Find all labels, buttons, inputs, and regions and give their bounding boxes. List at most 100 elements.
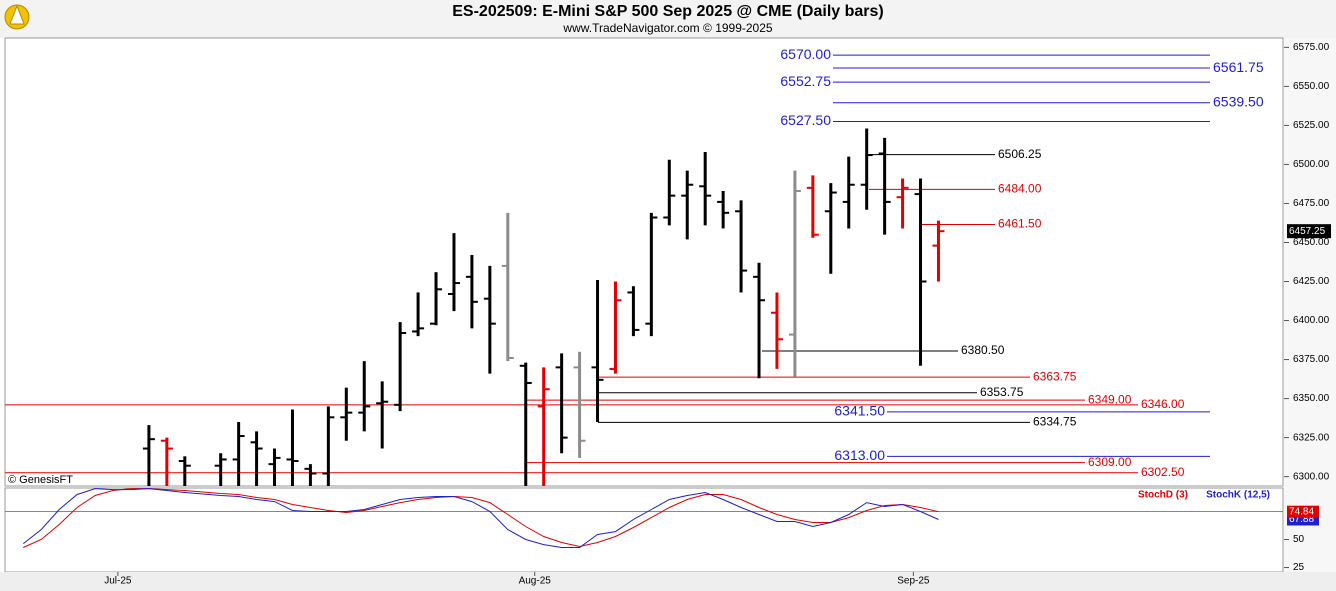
y-tick-label: 6500.00 [1293, 159, 1330, 170]
price-bar [806, 175, 819, 238]
price-bar [501, 212, 514, 362]
price-bar [412, 292, 425, 337]
oscillator-line [22, 488, 939, 548]
y-tick-label: 6550.00 [1293, 81, 1330, 92]
level-label: 6363.75 [1033, 369, 1077, 383]
price-bar [896, 178, 909, 229]
legend-entry: StochK (12,5) [1206, 490, 1270, 501]
x-tick-label: Sep-25 [897, 576, 930, 587]
last-price-label: 6457.25 [1289, 226, 1326, 237]
price-bar [322, 406, 335, 486]
price-bar [232, 422, 245, 486]
osc-y-tick-label: 25 [1293, 562, 1305, 573]
price-bar [842, 156, 855, 229]
last-price-box [1287, 224, 1331, 239]
last-value-label: 67.88 [1289, 514, 1314, 525]
price-bar [878, 137, 891, 235]
price-bar [178, 456, 191, 486]
level-label: 6334.75 [1033, 415, 1077, 429]
legend-entry: StochD (3) [1138, 490, 1188, 501]
logo [4, 4, 30, 30]
price-bar [573, 351, 586, 458]
price-bar [430, 272, 443, 326]
price-bar [717, 190, 730, 229]
level-label: 6506.25 [998, 147, 1042, 161]
price-bar [214, 453, 227, 486]
price-bar [914, 178, 927, 366]
level-label: 6484.00 [998, 182, 1042, 196]
level-label: 6309.00 [1088, 455, 1132, 469]
y-tick-label: 6575.00 [1293, 42, 1330, 53]
price-bar [142, 425, 155, 486]
level-label: 6341.50 [834, 403, 885, 419]
y-tick-label: 6475.00 [1293, 198, 1330, 209]
price-panel [4, 37, 1284, 487]
price-axis-band [1284, 38, 1336, 572]
y-tick-label: 6300.00 [1293, 471, 1330, 482]
price-bar [609, 281, 622, 374]
x-tick-label: Jul-25 [104, 576, 132, 587]
price-bar [735, 200, 748, 293]
price-bar [465, 254, 478, 329]
last-value-label: 74.84 [1289, 506, 1314, 517]
level-label: 6539.50 [1213, 93, 1264, 109]
price-bar [627, 286, 640, 337]
price-bar [376, 381, 389, 449]
annotation: © GenesisFT [8, 474, 73, 486]
y-tick-label: 6425.00 [1293, 276, 1330, 287]
y-tick-label: 6450.00 [1293, 237, 1330, 248]
header-band [0, 0, 1336, 38]
y-tick-label: 6325.00 [1293, 432, 1330, 443]
chart-title: ES-202509: E-Mini S&P 500 Sep 2025 @ CME… [452, 3, 883, 20]
level-label: 6346.00 [1141, 397, 1185, 411]
level-label: 6527.50 [780, 112, 831, 128]
level-label: 6349.00 [1088, 392, 1132, 406]
price-bar [699, 151, 712, 226]
y-tick-label: 6350.00 [1293, 393, 1330, 404]
price-bar [519, 362, 532, 486]
price-bar [250, 431, 263, 486]
price-bar [286, 409, 299, 486]
axis-layer: 6300.00 6325.00 6350.00 6375.00 6400.00 6425.… [104, 42, 1331, 587]
price-bar [160, 437, 173, 486]
price-bar [394, 322, 407, 412]
y-tick-label: 6375.00 [1293, 354, 1330, 365]
price-bar [591, 279, 604, 422]
y-tick-label: 6400.00 [1293, 315, 1330, 326]
osc-y-tick-label: 50 [1293, 534, 1305, 545]
oscillator-layer [5, 488, 1283, 548]
level-label: 6570.00 [780, 46, 831, 62]
last-value-box [1287, 505, 1319, 518]
price-bar [447, 233, 460, 312]
price-bar [340, 387, 353, 441]
oscillator-panel [4, 487, 1284, 573]
level-label: 6313.00 [834, 447, 885, 463]
level-label: 6353.75 [980, 385, 1024, 399]
price-bar [645, 212, 658, 337]
level-label: 6380.50 [961, 343, 1005, 357]
level-label: 6302.50 [1141, 465, 1185, 479]
price-bar [663, 159, 676, 226]
price-bar [753, 262, 766, 379]
level-label: 6561.75 [1213, 59, 1264, 75]
x-tick-label: Aug-25 [519, 576, 552, 587]
chart-subtitle: www.TradeNavigator.com © 1999-2025 [562, 21, 772, 35]
price-bar [555, 353, 568, 454]
oscillator-line [23, 488, 939, 548]
level-label: 6461.50 [998, 217, 1042, 231]
price-bar [770, 292, 783, 369]
price-bar [483, 265, 496, 374]
price-bar [537, 367, 550, 486]
price-bar [824, 183, 837, 274]
price-bar [358, 361, 371, 432]
price-bar [681, 170, 694, 240]
price-layer: 6570.00 6561.75 6552.75 6539.50 6527.50 6506.… [5, 46, 1264, 486]
date-axis-band [0, 572, 1336, 591]
price-bar [860, 128, 873, 210]
price-bar [268, 448, 281, 486]
price-bar [788, 170, 801, 377]
price-bar [932, 220, 945, 282]
level-label: 6552.75 [780, 73, 831, 89]
y-tick-label: 6525.00 [1293, 120, 1330, 131]
